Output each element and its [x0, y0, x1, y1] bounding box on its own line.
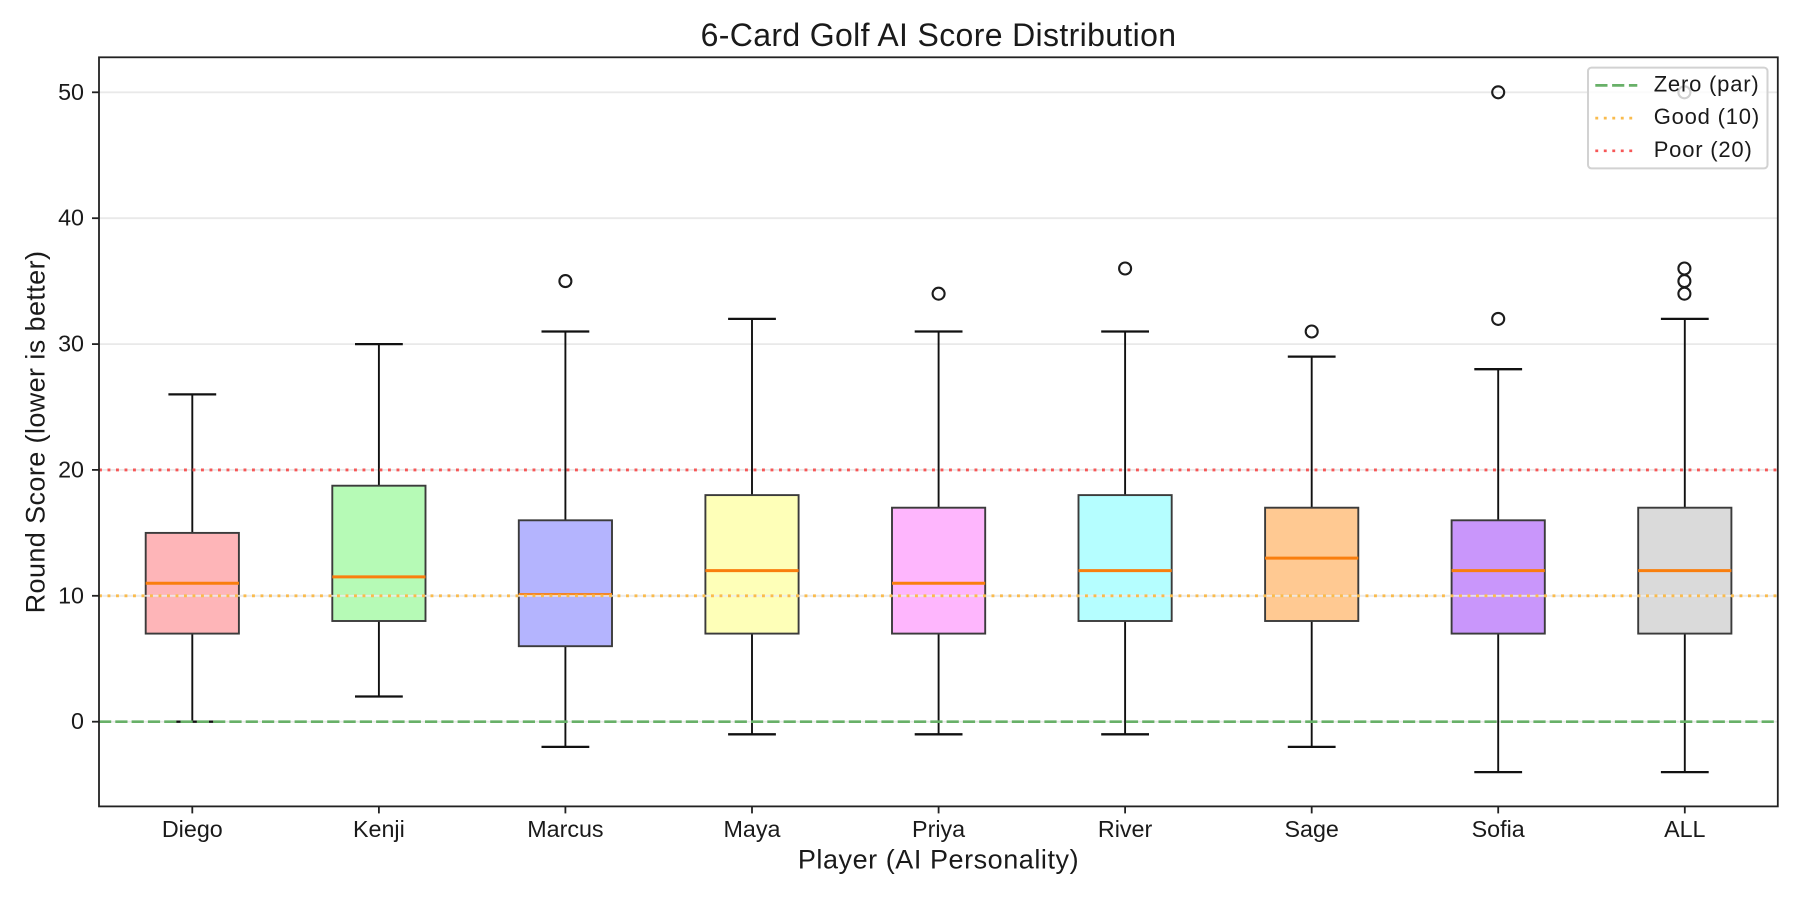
- svg-text:0: 0: [71, 708, 84, 734]
- svg-text:Sofia: Sofia: [1472, 816, 1525, 842]
- svg-text:Kenji: Kenji: [353, 816, 405, 842]
- svg-text:50: 50: [58, 79, 84, 105]
- svg-text:Player (AI Personality): Player (AI Personality): [798, 845, 1079, 875]
- svg-text:Poor (20): Poor (20): [1654, 137, 1753, 162]
- svg-text:Marcus: Marcus: [527, 816, 603, 842]
- svg-text:Sage: Sage: [1284, 816, 1338, 842]
- svg-text:40: 40: [58, 205, 84, 231]
- svg-text:ALL: ALL: [1664, 816, 1705, 842]
- svg-text:Zero (par): Zero (par): [1654, 71, 1760, 96]
- svg-text:10: 10: [58, 582, 84, 608]
- svg-text:River: River: [1098, 816, 1153, 842]
- svg-text:Priya: Priya: [912, 816, 965, 842]
- svg-text:6-Card Golf AI Score Distribut: 6-Card Golf AI Score Distribution: [701, 17, 1177, 53]
- svg-text:Good (10): Good (10): [1654, 104, 1760, 129]
- svg-text:30: 30: [58, 331, 84, 357]
- svg-text:Round Score (lower is better): Round Score (lower is better): [21, 251, 51, 614]
- svg-text:Diego: Diego: [162, 816, 223, 842]
- svg-text:20: 20: [58, 456, 84, 482]
- svg-text:Maya: Maya: [724, 816, 781, 842]
